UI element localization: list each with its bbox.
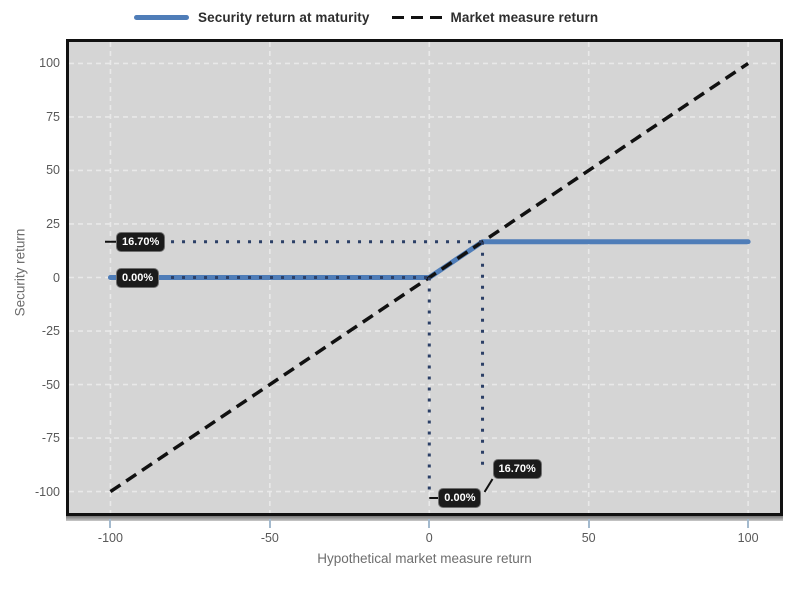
x-axis-tick-mark xyxy=(747,519,750,528)
y-tick-label: -25 xyxy=(41,324,60,339)
annotation-connector xyxy=(483,478,494,493)
x-tick-label: -100 xyxy=(97,531,123,545)
annotation-zero-left: 0.00% xyxy=(116,267,160,288)
legend-item-market-measure[interactable]: Market measure return xyxy=(391,10,599,25)
y-tick-label: -50 xyxy=(41,377,60,392)
x-tick-label: 100 xyxy=(737,531,759,545)
chart-svg xyxy=(69,42,780,513)
plot-area[interactable] xyxy=(66,39,783,516)
annotation-cap-bottom: 16.70% xyxy=(492,459,542,479)
x-tick-label: 0 xyxy=(425,531,433,545)
y-tick-label: 50 xyxy=(46,163,60,178)
x-axis-title: Hypothetical market measure return xyxy=(317,551,532,566)
y-tick-label: 25 xyxy=(46,216,60,231)
x-axis-tick-mark xyxy=(587,519,590,528)
x-axis-shadow xyxy=(66,516,783,521)
series-solid-line xyxy=(107,239,751,280)
x-tick-label: -50 xyxy=(260,531,279,545)
x-axis-tick-mark xyxy=(268,519,271,528)
y-tick-label: 75 xyxy=(46,109,60,124)
legend-item-security-return[interactable]: Security return at maturity xyxy=(134,10,370,25)
y-tick-label: -100 xyxy=(34,484,60,499)
legend: Security return at maturity Market measu… xyxy=(134,10,598,25)
legend-solid-line-swatch xyxy=(134,15,189,20)
x-tick-label: 50 xyxy=(581,531,596,545)
legend-dashed-line-swatch xyxy=(391,15,442,20)
legend-label-market-measure: Market measure return xyxy=(450,10,599,25)
y-tick-label: -75 xyxy=(41,431,60,446)
annotation-cap-left: 16.70% xyxy=(116,231,166,252)
y-tick-label: 0 xyxy=(53,270,60,285)
x-axis-tick-mark xyxy=(428,519,431,528)
y-tick-label: 100 xyxy=(39,56,60,71)
x-axis-tick-mark xyxy=(109,519,112,528)
legend-label-security-return: Security return at maturity xyxy=(198,10,370,25)
annotation-zero-bottom: 0.00% xyxy=(438,488,482,508)
